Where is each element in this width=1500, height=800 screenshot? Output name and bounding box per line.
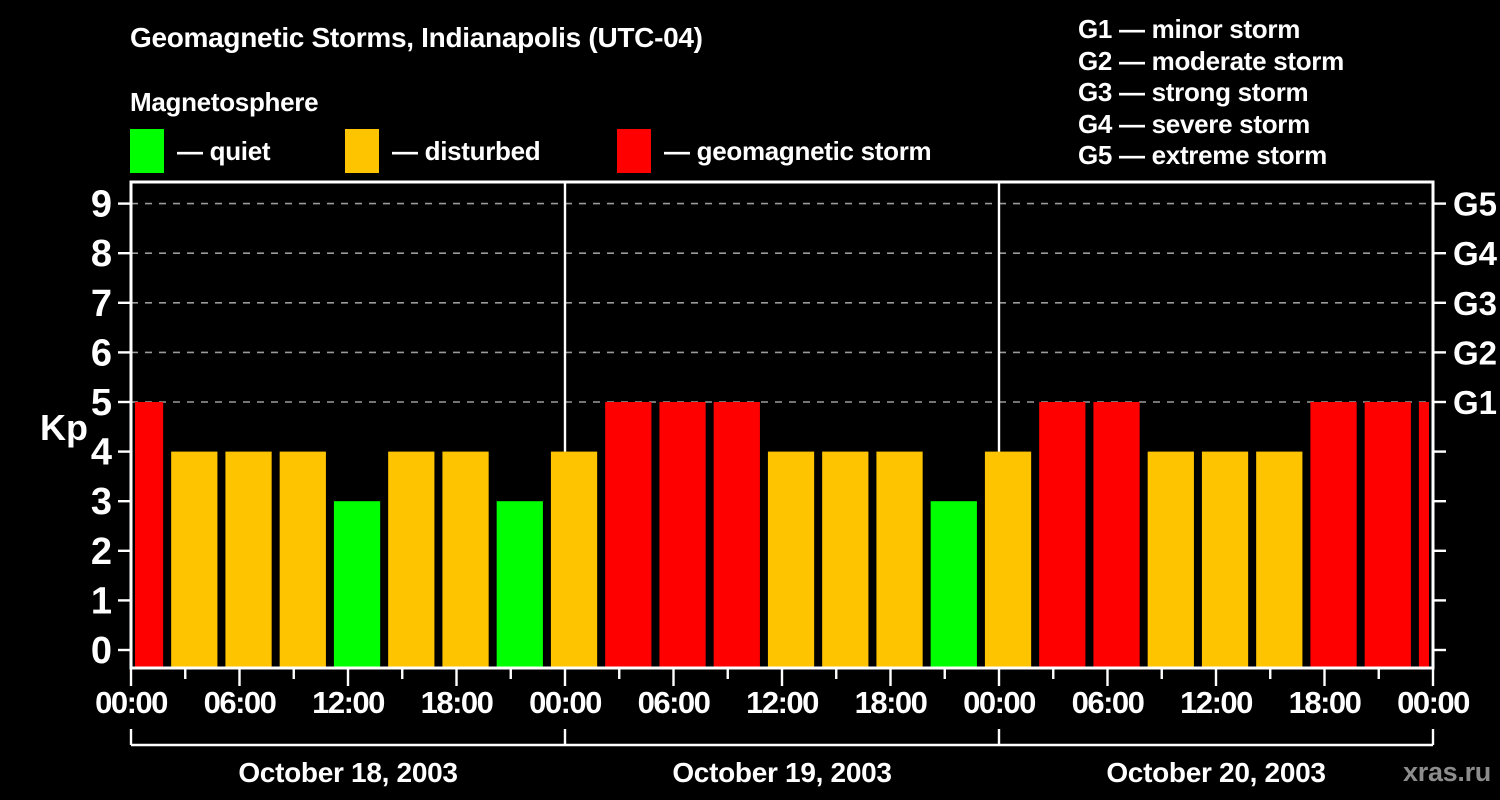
kp-bar (550, 451, 598, 668)
storm-scale-legend: G1 — minor storm G2 — moderate storm G3 … (1078, 14, 1344, 172)
storm-scale-axis-label: G2 (1453, 334, 1497, 371)
y-axis-label: 3 (91, 481, 112, 523)
x-axis-label: 12:00 (312, 685, 384, 720)
storm-scale-axis-label: G5 (1453, 186, 1497, 223)
date-label: October 18, 2003 (238, 757, 457, 788)
y-axis-label: 7 (91, 283, 112, 325)
kp-bar (1364, 402, 1411, 668)
storm-scale-row-g5: G5 — extreme storm (1078, 140, 1327, 170)
storm-scale-row-g3: G3 — strong storm (1078, 77, 1309, 107)
kp-bar (388, 451, 435, 668)
page-title: Geomagnetic Storms, Indianapolis (UTC-04… (130, 22, 703, 53)
kp-bar (1418, 402, 1429, 668)
y-axis-label: 5 (91, 382, 112, 424)
x-axis-label: 12:00 (746, 685, 818, 720)
x-axis-label: 18:00 (1289, 685, 1361, 720)
kp-bar (1201, 451, 1249, 668)
kp-bar (496, 501, 543, 668)
kp-bar (225, 451, 272, 668)
y-axis-label: 2 (91, 531, 112, 573)
kp-bar (1310, 402, 1357, 668)
legend-item-disturbed: — disturbed (345, 129, 541, 173)
plot-frame (129, 180, 1435, 670)
kp-bar (171, 451, 218, 668)
y-axis-label: 6 (91, 332, 112, 374)
kp-bar (876, 451, 923, 668)
storm-scale-axis-label: G4 (1453, 235, 1498, 272)
kp-bar (984, 451, 1032, 668)
legend-item-storm: — geomagnetic storm (617, 129, 932, 173)
chart-subtitle: Magnetosphere (130, 87, 319, 117)
x-axis-label: 12:00 (1180, 685, 1252, 720)
kp-bar (1093, 402, 1140, 668)
date-label: October 20, 2003 (1106, 757, 1325, 788)
kp-bar (1147, 451, 1194, 668)
kp-bar (767, 451, 815, 668)
storm-swatch-icon (617, 129, 651, 173)
kp-bar (659, 402, 706, 668)
storm-scale-row-g4: G4 — severe storm (1078, 108, 1310, 139)
y-axis-title: Kp (40, 407, 88, 448)
legend-label-storm: — geomagnetic storm (664, 135, 932, 166)
legend-item-quiet: — quiet (130, 129, 271, 173)
disturbed-swatch-icon (345, 129, 379, 173)
x-axis-label: 06:00 (638, 685, 710, 720)
storm-scale-row-g1: G1 — minor storm (1078, 14, 1301, 44)
kp-bar (333, 501, 381, 668)
storm-scale-axis-label: G3 (1453, 285, 1497, 322)
kp-bar (930, 501, 977, 668)
quiet-swatch-icon (130, 129, 164, 173)
kp-bar (442, 451, 489, 668)
y-axis-label: 9 (91, 184, 112, 226)
kp-bar (135, 402, 164, 668)
x-axis-label: 00:00 (963, 685, 1035, 720)
x-axis-label: 06:00 (204, 685, 276, 720)
x-axis-label: 18:00 (855, 685, 927, 720)
y-axis-label: 8 (91, 233, 112, 275)
y-axis-label: 4 (91, 432, 112, 474)
storm-scale-axis-label: G1 (1453, 384, 1497, 421)
legend-label-quiet: — quiet (177, 135, 271, 166)
storm-scale-row-g2: G2 — moderate storm (1078, 45, 1344, 76)
x-axis-label: 00:00 (1397, 685, 1469, 720)
kp-bar (713, 402, 760, 668)
kp-bar (1039, 402, 1086, 668)
kp-bar (822, 451, 869, 668)
x-axis-label: 06:00 (1072, 685, 1144, 720)
date-label: October 19, 2003 (672, 757, 891, 788)
y-axis-label: 0 (91, 630, 112, 672)
x-axis-label: 00:00 (95, 685, 167, 720)
watermark: xras.ru (1403, 757, 1491, 787)
x-axis-label: 00:00 (529, 685, 601, 720)
kp-bar (279, 451, 326, 668)
legend-label-disturbed: — disturbed (392, 135, 541, 166)
kp-bar (605, 402, 652, 668)
kp-bar (1256, 451, 1303, 668)
x-axis-label: 18:00 (421, 685, 493, 720)
y-axis-label: 1 (91, 580, 112, 622)
